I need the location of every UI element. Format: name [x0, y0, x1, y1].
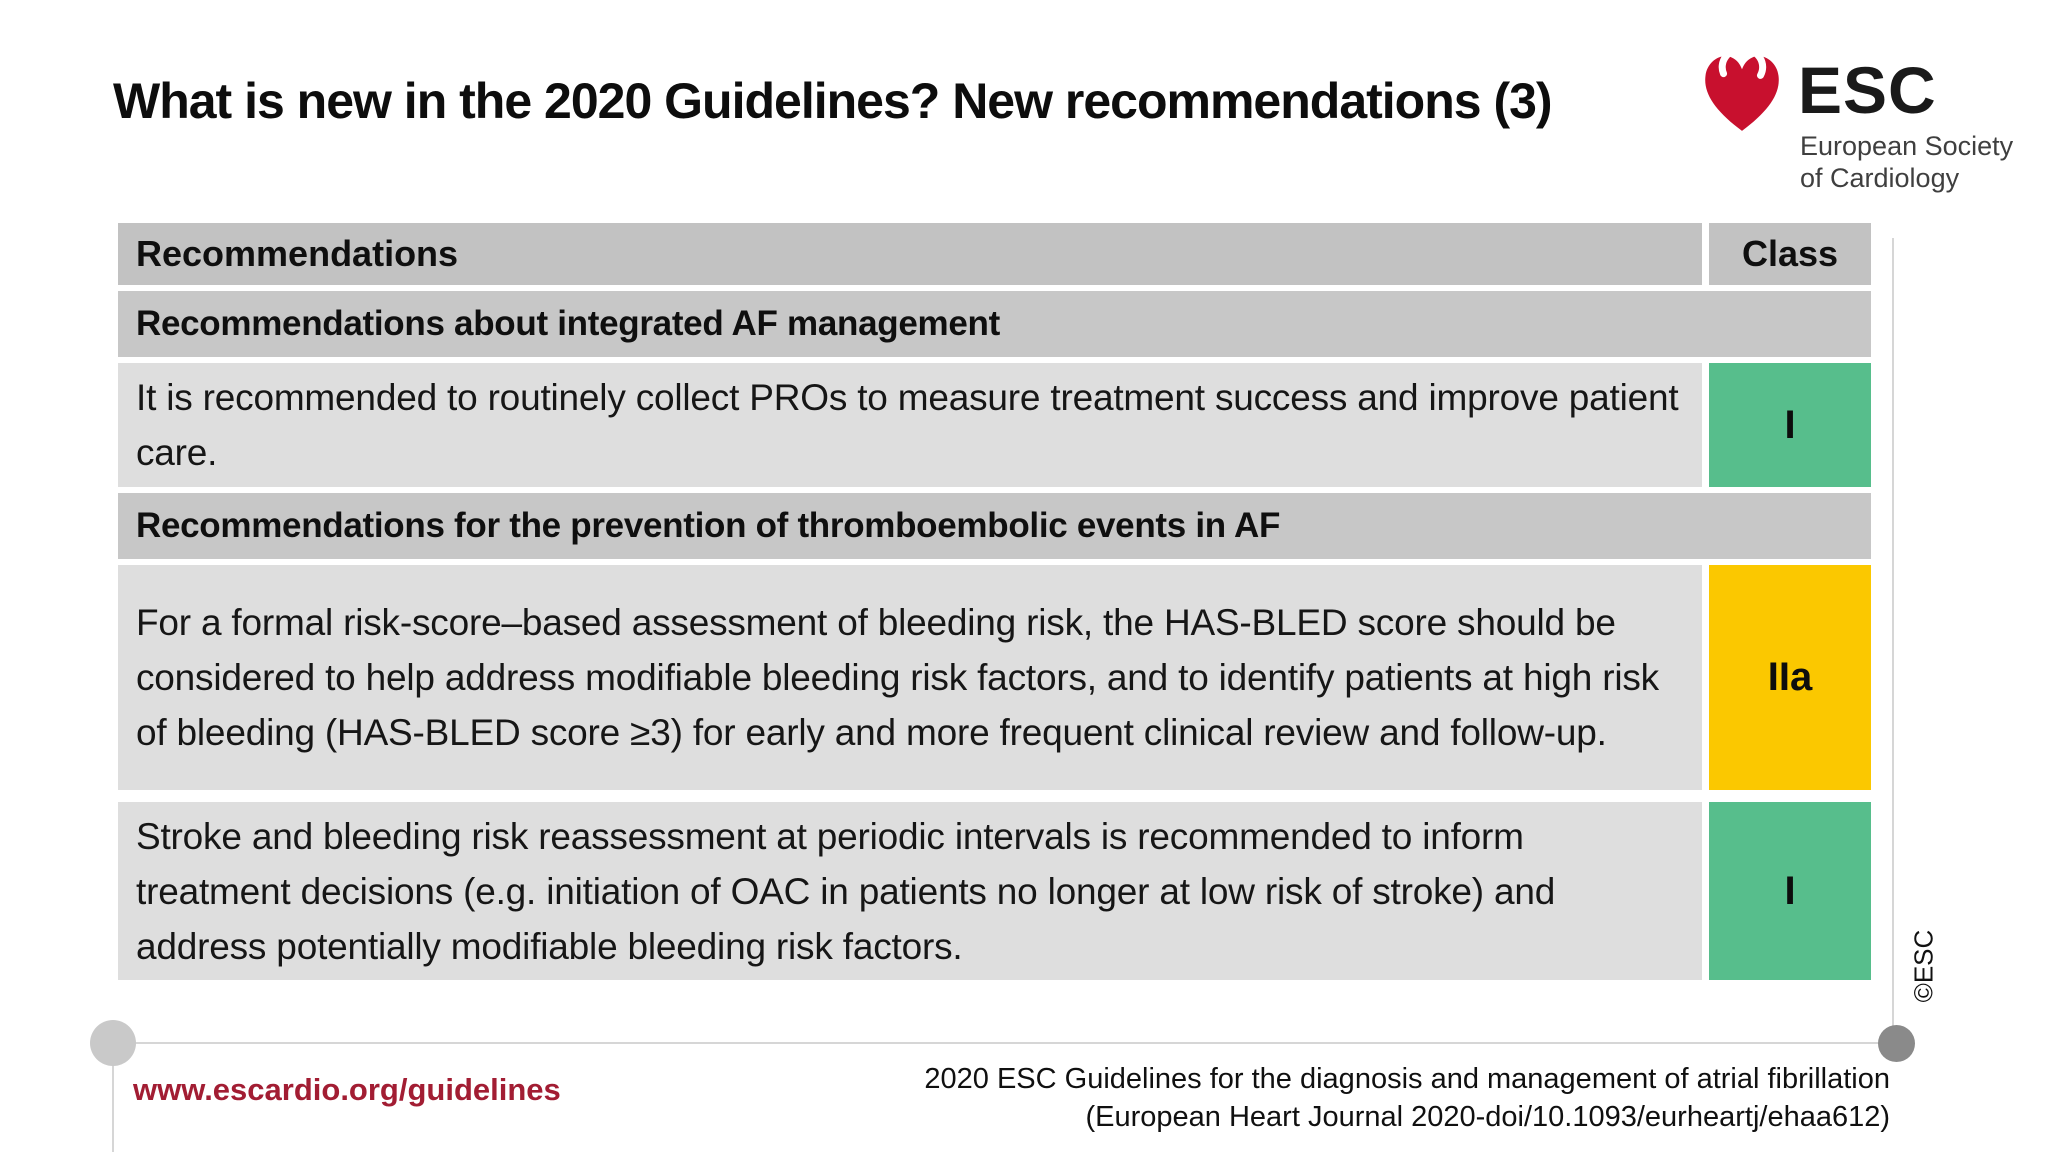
column-gap [1702, 223, 1709, 285]
recommendation-cell: It is recommended to routinely collect P… [118, 363, 1702, 487]
column-gap [1702, 565, 1709, 790]
recommendation-text: It is recommended to routinely collect P… [136, 377, 1679, 473]
right-vertical-line [1892, 238, 1894, 1043]
table-row: Stroke and bleeding risk reassessment at… [118, 802, 1871, 980]
esc-logo-name: European Society of Cardiology [1800, 130, 2013, 194]
recommendation-text: Stroke and bleeding risk reassessment at… [136, 815, 1556, 967]
footer-horizontal-line [113, 1042, 1896, 1044]
header-cell-recommendations: Recommendations [118, 223, 1702, 285]
copyright-esc-label: ©ESC [1908, 929, 1939, 1003]
table-row: For a formal risk-score–based assessment… [118, 565, 1871, 790]
column-gap [1702, 802, 1709, 980]
table-section-row: Recommendations for the prevention of th… [118, 493, 1871, 559]
class-value: IIa [1767, 655, 1813, 699]
esc-logo-acronym: ESC [1798, 53, 1937, 127]
footer-right-dot [1878, 1025, 1915, 1062]
header-cell-class: Class [1709, 223, 1871, 285]
recommendation-cell: For a formal risk-score–based assessment… [118, 565, 1702, 790]
esc-heart-swoosh [1718, 50, 1767, 79]
section-label: Recommendations about integrated AF mana… [136, 304, 1000, 343]
column-gap [1702, 363, 1709, 487]
section-label: Recommendations for the prevention of th… [136, 506, 1281, 545]
esc-logo-name-line1: European Society [1800, 131, 2014, 161]
class-value: I [1784, 402, 1796, 447]
table-section-row: Recommendations about integrated AF mana… [118, 291, 1871, 357]
class-cell: IIa [1709, 565, 1871, 790]
class-cell: I [1709, 363, 1871, 487]
section-cell: Recommendations for the prevention of th… [118, 493, 1871, 559]
esc-heart-icon [1705, 50, 1779, 131]
section-cell: Recommendations about integrated AF mana… [118, 291, 1871, 357]
recommendation-cell: Stroke and bleeding risk reassessment at… [118, 802, 1702, 980]
table-row: It is recommended to routinely collect P… [118, 363, 1871, 487]
slide-title: What is new in the 2020 Guidelines? New … [113, 73, 1553, 129]
class-value: I [1784, 868, 1796, 913]
esc-heart-shape [1705, 56, 1779, 131]
header-label-recommendations: Recommendations [136, 233, 459, 274]
guidelines-url-link[interactable]: www.escardio.org/guidelines [133, 1072, 561, 1107]
left-vertical-line [112, 1043, 114, 1152]
footer-left-dot [90, 1020, 136, 1066]
esc-logo-name-line2: of Cardiology [1800, 163, 1960, 193]
reference-citation: 2020 ESC Guidelines for the diagnosis an… [924, 1060, 1890, 1136]
recommendation-text: For a formal risk-score–based assessment… [136, 602, 1659, 753]
reference-line2: (European Heart Journal 2020-doi/10.1093… [1085, 1101, 1890, 1133]
reference-line1: 2020 ESC Guidelines for the diagnosis an… [924, 1063, 1890, 1095]
table-header-row: Recommendations Class [118, 223, 1871, 285]
class-cell: I [1709, 802, 1871, 980]
header-label-class: Class [1741, 233, 1839, 274]
